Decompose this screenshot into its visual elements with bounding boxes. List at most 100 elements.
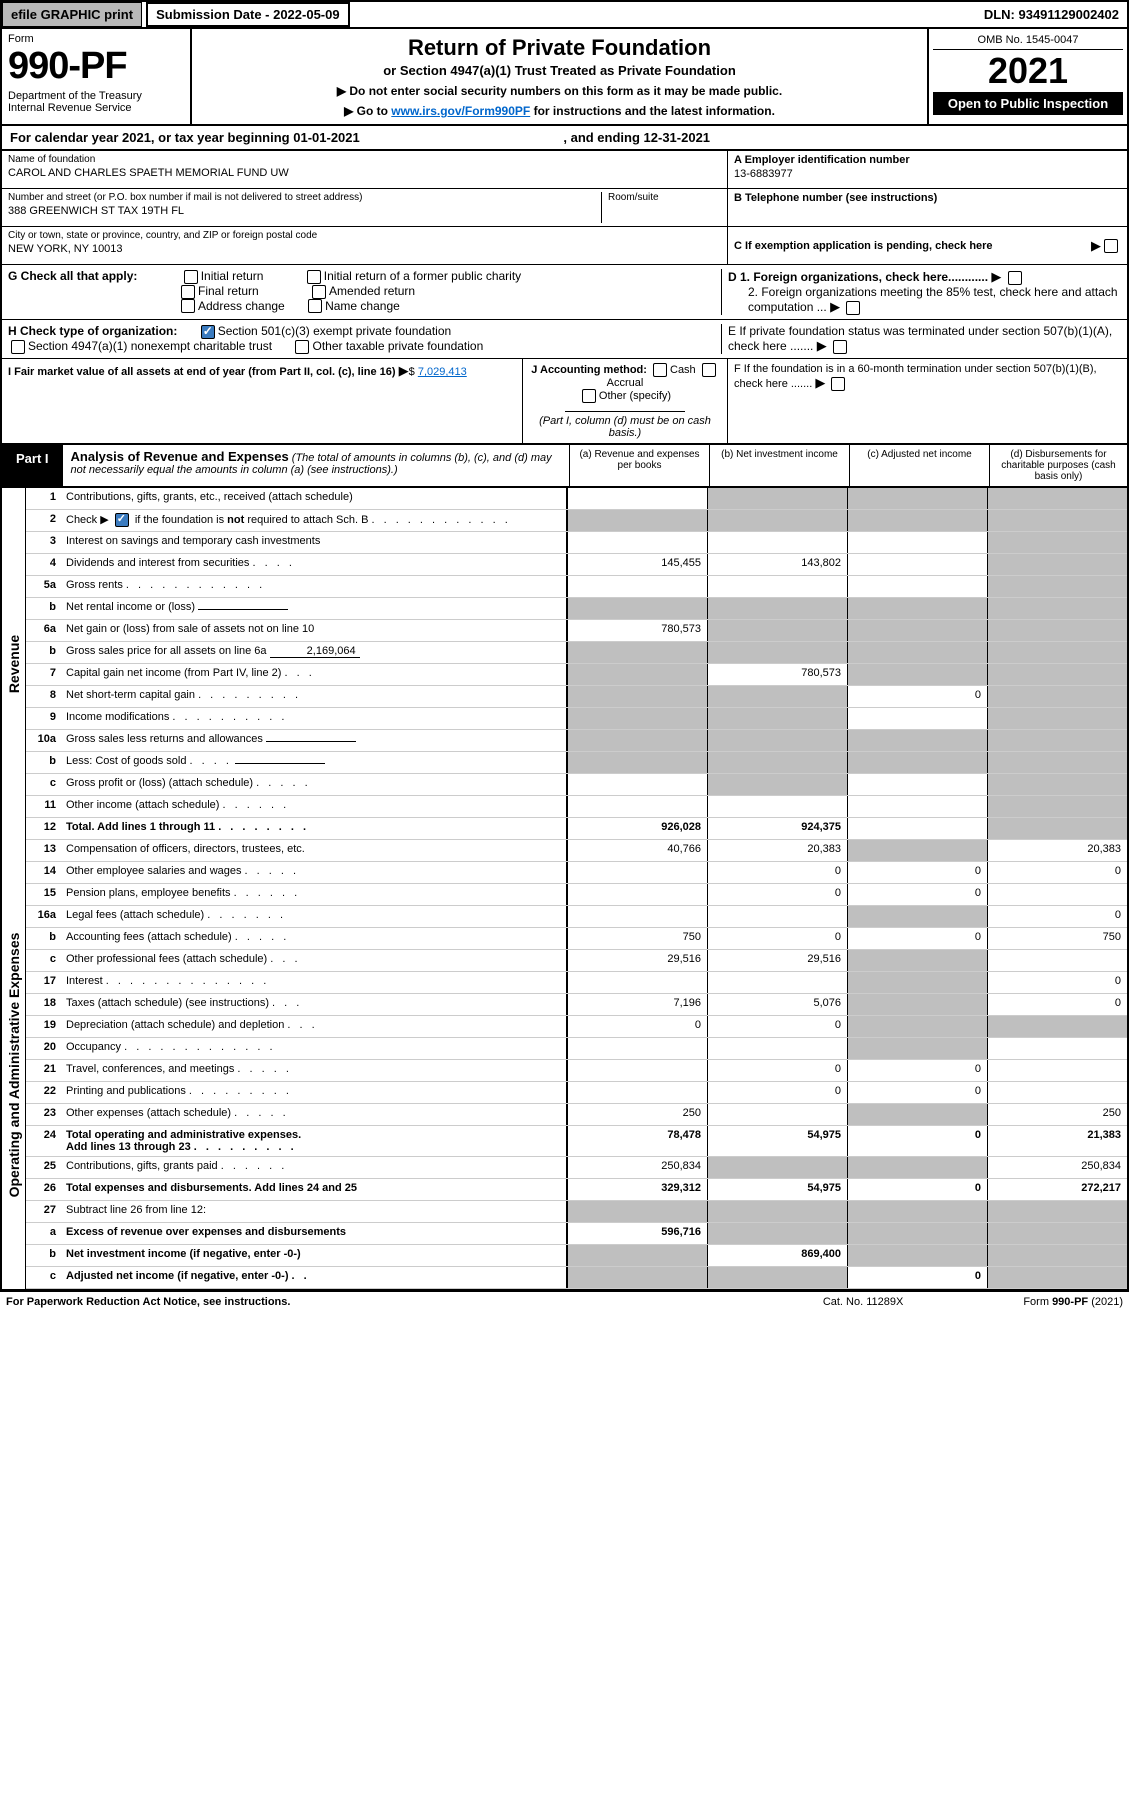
j-cash-checkbox[interactable] [653, 363, 667, 377]
room-label: Room/suite [608, 192, 721, 203]
ln-14-d: 0 [987, 862, 1127, 883]
ln-6a-desc: Net gain or (loss) from sale of assets n… [62, 620, 567, 641]
ln-4-num: 4 [26, 554, 62, 575]
ln-14-desc: Other employee salaries and wages . . . … [62, 862, 567, 883]
ln-25-a: 250,834 [567, 1157, 707, 1178]
e-checkbox[interactable] [833, 340, 847, 354]
arrow-icon: ▶ [815, 375, 825, 390]
ln-15-desc: Pension plans, employee benefits . . . .… [62, 884, 567, 905]
ln-17-d: 0 [987, 972, 1127, 993]
ln-27c-num: c [26, 1267, 62, 1288]
calendar-year-row: For calendar year 2021, or tax year begi… [0, 126, 1129, 151]
ln-27c-desc: Adjusted net income (if negative, enter … [62, 1267, 567, 1288]
ln-4-a: 145,455 [567, 554, 707, 575]
form-subtitle: or Section 4947(a)(1) Trust Treated as P… [202, 63, 917, 78]
c-checkbox[interactable] [1104, 239, 1118, 253]
ln-16b-desc: Accounting fees (attach schedule) . . . … [62, 928, 567, 949]
ln-11-num: 11 [26, 796, 62, 817]
ln-24-desc: Total operating and administrative expen… [62, 1126, 567, 1156]
fmv-value-link[interactable]: 7,029,413 [418, 366, 467, 378]
h-other-checkbox[interactable] [295, 340, 309, 354]
ln-21-b: 0 [707, 1060, 847, 1081]
city-cell: City or town, state or province, country… [2, 227, 727, 265]
ln-6b-desc: Gross sales price for all assets on line… [62, 642, 567, 663]
ln-27a-num: a [26, 1223, 62, 1244]
g-initial-return-checkbox[interactable] [184, 270, 198, 284]
ln-24-b: 54,975 [707, 1126, 847, 1156]
ln-27a-a: 596,716 [567, 1223, 707, 1244]
ln-22-c: 0 [847, 1082, 987, 1103]
ln-2-checkbox[interactable] [115, 513, 129, 527]
page-footer: For Paperwork Reduction Act Notice, see … [0, 1291, 1129, 1312]
h-opt1: Section 501(c)(3) exempt private foundat… [218, 324, 451, 338]
h-501c3-checkbox[interactable] [201, 325, 215, 339]
g-initial-former-checkbox[interactable] [307, 270, 321, 284]
ln-13-b: 20,383 [707, 840, 847, 861]
f-label: F If the foundation is in a 60-month ter… [734, 363, 1097, 390]
ln-22-num: 22 [26, 1082, 62, 1103]
ln-10b-num: b [26, 752, 62, 773]
omb-number: OMB No. 1545-0047 [933, 31, 1123, 50]
ln-2-num: 2 [26, 510, 62, 531]
j-accrual-checkbox[interactable] [702, 363, 716, 377]
ln-7-desc: Capital gain net income (from Part IV, l… [62, 664, 567, 685]
ln-16c-num: c [26, 950, 62, 971]
efile-print-button[interactable]: efile GRAPHIC print [2, 2, 142, 27]
city-label: City or town, state or province, country… [8, 230, 721, 241]
ln-11-desc: Other income (attach schedule) . . . . .… [62, 796, 567, 817]
h-e-row: H Check type of organization: Section 50… [0, 320, 1129, 359]
g-opt-former: Initial return of a former public charit… [324, 269, 521, 283]
ln-9-num: 9 [26, 708, 62, 729]
f-checkbox[interactable] [831, 377, 845, 391]
g-amended-checkbox[interactable] [312, 285, 326, 299]
col-c-header: (c) Adjusted net income [849, 445, 989, 486]
j-other-checkbox[interactable] [582, 389, 596, 403]
h-opt2: Section 4947(a)(1) nonexempt charitable … [28, 339, 272, 353]
submission-date-box: Submission Date - 2022-05-09 [146, 2, 350, 27]
cal-year-begin: 01-01-2021 [293, 130, 360, 145]
e-label: E If private foundation status was termi… [728, 324, 1112, 353]
g-address-change-checkbox[interactable] [181, 299, 195, 313]
ln-13-a: 40,766 [567, 840, 707, 861]
ln-5b-num: b [26, 598, 62, 619]
ln-17-desc: Interest . . . . . . . . . . . . . . [62, 972, 567, 993]
h-4947-checkbox[interactable] [11, 340, 25, 354]
ln-18-num: 18 [26, 994, 62, 1015]
form-number: 990-PF [8, 45, 184, 88]
ln-8-c: 0 [847, 686, 987, 707]
d1-checkbox[interactable] [1008, 271, 1022, 285]
ln-8-desc: Net short-term capital gain . . . . . . … [62, 686, 567, 707]
j-accrual: Accrual [607, 377, 644, 389]
ln-3-num: 3 [26, 532, 62, 553]
i-label: I Fair market value of all assets at end… [8, 366, 396, 378]
header-right: OMB No. 1545-0047 2021 Open to Public In… [927, 29, 1127, 124]
ln-14-b: 0 [707, 862, 847, 883]
footer-left: For Paperwork Reduction Act Notice, see … [6, 1296, 290, 1308]
f-cell: F If the foundation is in a 60-month ter… [727, 359, 1127, 443]
info-grid: Name of foundation CAROL AND CHARLES SPA… [0, 151, 1129, 265]
g-name-change-checkbox[interactable] [308, 299, 322, 313]
form-url-link[interactable]: www.irs.gov/Form990PF [391, 104, 530, 118]
col-b-header: (b) Net investment income [709, 445, 849, 486]
address-label: Number and street (or P.O. box number if… [8, 192, 601, 203]
j-note: (Part I, column (d) must be on cash basi… [539, 415, 711, 439]
ln-16c-b: 29,516 [707, 950, 847, 971]
ln-1-desc: Contributions, gifts, grants, etc., rece… [62, 488, 567, 509]
ln-13-d: 20,383 [987, 840, 1127, 861]
d2-checkbox[interactable] [846, 301, 860, 315]
ln-21-num: 21 [26, 1060, 62, 1081]
revenue-side-label: Revenue [2, 488, 26, 840]
d2-label: 2. Foreign organizations meeting the 85%… [748, 285, 1118, 314]
dln-text: DLN: 93491129002402 [976, 3, 1127, 26]
g-final-return-checkbox[interactable] [181, 285, 195, 299]
j-cell: J Accounting method: Cash Accrual Other … [522, 359, 727, 443]
ln-8-num: 8 [26, 686, 62, 707]
dept-text: Department of the TreasuryInternal Reven… [8, 90, 184, 114]
expenses-side-label: Operating and Administrative Expenses [2, 840, 26, 1289]
ein-value: 13-6883977 [734, 168, 1121, 180]
ln-16a-d: 0 [987, 906, 1127, 927]
g-opt-address: Address change [198, 299, 285, 313]
ln-25-d: 250,834 [987, 1157, 1127, 1178]
ln-10b-desc: Less: Cost of goods sold . . . . [62, 752, 567, 773]
tax-year: 2021 [933, 50, 1123, 92]
